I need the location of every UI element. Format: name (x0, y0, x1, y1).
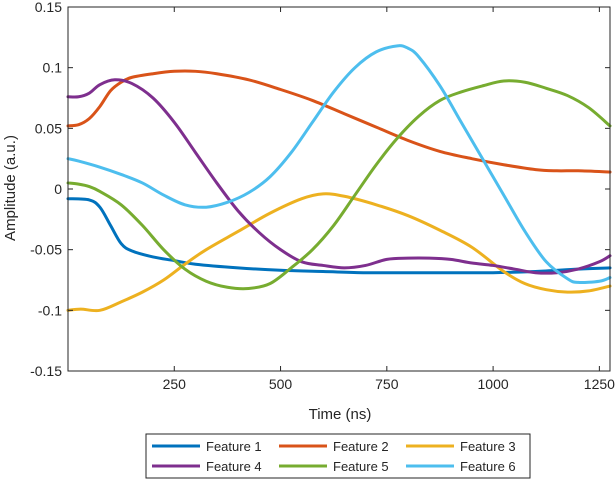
series-lines (66, 44, 612, 313)
series-line-4 (66, 78, 612, 275)
legend-label-6: Feature 6 (460, 459, 516, 474)
plot-area (68, 7, 610, 371)
legend-label-4: Feature 4 (206, 459, 262, 474)
series-line-3 (66, 192, 612, 313)
y-axis-label: Amplitude (a.u.) (2, 135, 19, 241)
plot-background (68, 7, 610, 371)
legend-label-1: Feature 1 (206, 439, 262, 454)
y-tick-label: 0.15 (35, 0, 62, 15)
series-line-1 (66, 197, 612, 275)
x-tick-label: 1250 (584, 376, 615, 392)
x-tick-label: 250 (163, 376, 187, 392)
series-line-6 (66, 44, 612, 285)
legend-label-2: Feature 2 (333, 439, 389, 454)
legend-label-3: Feature 3 (460, 439, 516, 454)
y-tick-label: -0.1 (38, 302, 62, 318)
y-tick-label: 0.1 (43, 60, 63, 76)
legend-label-5: Feature 5 (333, 459, 389, 474)
series-line-5 (66, 79, 612, 291)
y-tick-label: 0.05 (35, 120, 62, 136)
x-tick-label: 750 (375, 376, 399, 392)
y-tick-label: -0.15 (30, 363, 62, 379)
y-tick-label: 0 (54, 181, 62, 197)
legend: Feature 1 Feature 2 Feature 3 Feature 4 Feat… (145, 433, 531, 479)
x-tick-label: 500 (269, 376, 293, 392)
series-line-2 (66, 69, 612, 174)
x-axis-label: Time (ns) (309, 406, 372, 423)
x-tick-label: 1000 (478, 376, 509, 392)
y-tick-label: -0.05 (30, 242, 62, 258)
legend-box (145, 433, 531, 479)
axes: 250 500 750 1000 1250 -0.15 -0.1 -0.05 0 0.05 0.1 0… (30, 0, 615, 392)
